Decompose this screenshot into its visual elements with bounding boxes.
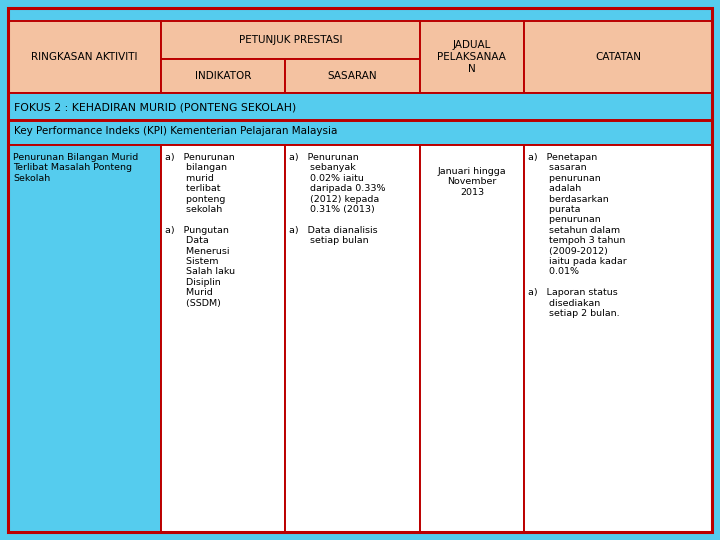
Text: FOKUS 2 : KEHADIRAN MURID (PONTENG SEKOLAH): FOKUS 2 : KEHADIRAN MURID (PONTENG SEKOL… xyxy=(14,102,296,112)
Text: JADUAL
PELAKSANAA
N: JADUAL PELAKSANAA N xyxy=(438,40,506,73)
Bar xyxy=(8,8,712,21)
Bar xyxy=(8,21,161,93)
Text: a)   Penurunan
       sebanyak
       0.02% iaitu
       daripada 0.33%
       (: a) Penurunan sebanyak 0.02% iaitu daripa… xyxy=(289,153,385,245)
Bar xyxy=(8,93,712,145)
Text: Januari hingga
November
2013: Januari hingga November 2013 xyxy=(438,167,506,197)
Text: Key Performance Indeks (KPI) Kementerian Pelajaran Malaysia: Key Performance Indeks (KPI) Kementerian… xyxy=(14,126,338,136)
Text: a)   Penetapan
       sasaran
       penurunan
       adalah
       berdasarkan
: a) Penetapan sasaran penurunan adalah be… xyxy=(528,153,627,318)
Bar xyxy=(161,21,420,59)
Bar xyxy=(524,21,712,93)
Text: a)   Penurunan
       bilangan
       murid
       terlibat
       ponteng
     : a) Penurunan bilangan murid terlibat pon… xyxy=(166,153,235,308)
Bar xyxy=(8,120,712,121)
Bar xyxy=(161,59,284,93)
Bar xyxy=(161,145,284,532)
Bar xyxy=(8,145,161,532)
Text: PETUNJUK PRESTASI: PETUNJUK PRESTASI xyxy=(239,35,343,45)
Text: INDIKATOR: INDIKATOR xyxy=(195,71,251,81)
Text: RINGKASAN AKTIVITI: RINGKASAN AKTIVITI xyxy=(32,52,138,62)
Text: CATATAN: CATATAN xyxy=(595,52,641,62)
Text: SASARAN: SASARAN xyxy=(328,71,377,81)
Bar xyxy=(284,59,420,93)
Bar xyxy=(420,21,524,93)
Bar xyxy=(524,145,712,532)
Bar xyxy=(284,145,420,532)
Text: Penurunan Bilangan Murid
Terlibat Masalah Ponteng
Sekolah: Penurunan Bilangan Murid Terlibat Masala… xyxy=(13,153,138,183)
Bar xyxy=(420,145,524,532)
